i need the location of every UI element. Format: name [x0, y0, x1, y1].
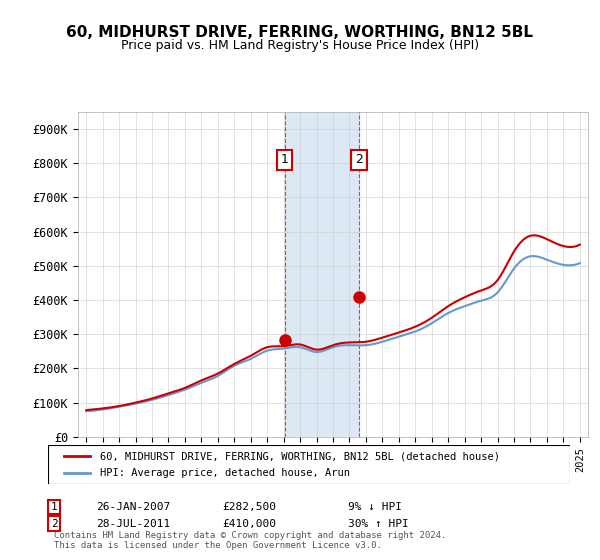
Text: 30% ↑ HPI: 30% ↑ HPI	[348, 519, 409, 529]
Text: 26-JAN-2007: 26-JAN-2007	[96, 502, 170, 512]
Text: Price paid vs. HM Land Registry's House Price Index (HPI): Price paid vs. HM Land Registry's House …	[121, 39, 479, 52]
Text: 2: 2	[50, 519, 58, 529]
Text: 1: 1	[50, 502, 58, 512]
Text: 28-JUL-2011: 28-JUL-2011	[96, 519, 170, 529]
Text: HPI: Average price, detached house, Arun: HPI: Average price, detached house, Arun	[100, 468, 350, 478]
Text: 60, MIDHURST DRIVE, FERRING, WORTHING, BN12 5BL (detached house): 60, MIDHURST DRIVE, FERRING, WORTHING, B…	[100, 451, 500, 461]
Text: 60, MIDHURST DRIVE, FERRING, WORTHING, BN12 5BL: 60, MIDHURST DRIVE, FERRING, WORTHING, B…	[67, 25, 533, 40]
Bar	[285, 112, 359, 437]
Text: Contains HM Land Registry data © Crown copyright and database right 2024.
This d: Contains HM Land Registry data © Crown c…	[54, 530, 446, 550]
Text: 2: 2	[355, 153, 363, 166]
FancyBboxPatch shape	[48, 445, 570, 484]
Text: 9% ↓ HPI: 9% ↓ HPI	[348, 502, 402, 512]
Text: £410,000: £410,000	[222, 519, 276, 529]
Text: 1: 1	[281, 153, 289, 166]
Text: £282,500: £282,500	[222, 502, 276, 512]
